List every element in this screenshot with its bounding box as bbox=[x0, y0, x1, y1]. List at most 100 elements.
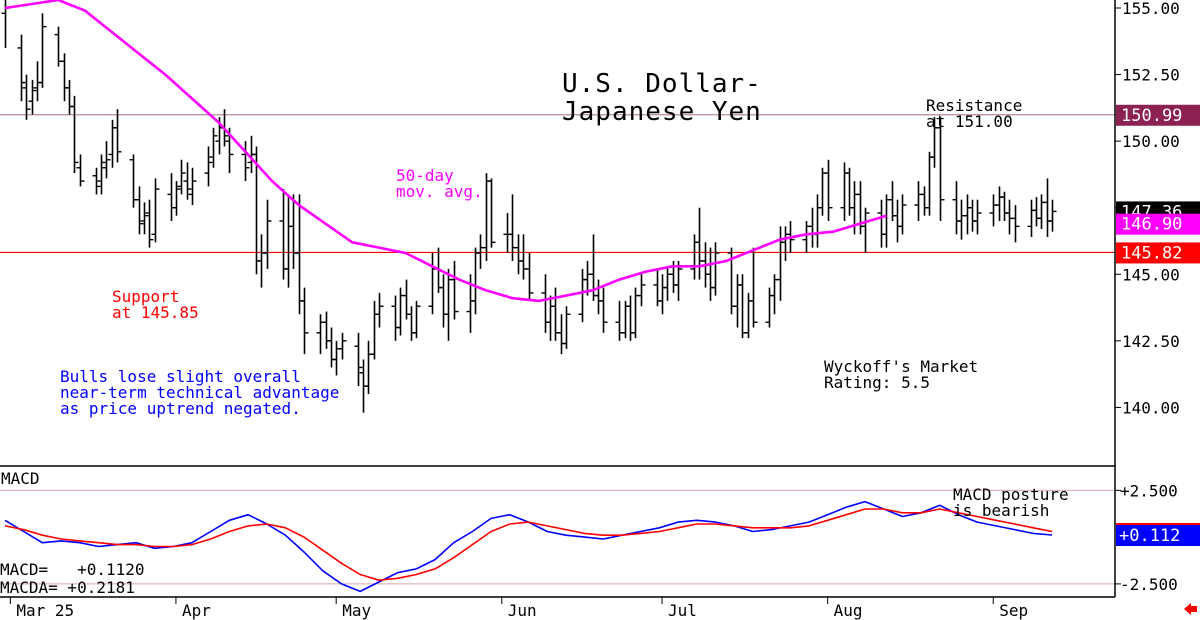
ohlc-bar bbox=[450, 260, 459, 320]
macd-average-line bbox=[4, 508, 1053, 582]
support-resistance-lines bbox=[0, 114, 1115, 254]
ohlc-bar bbox=[776, 226, 785, 301]
market-rating-annotation: Wyckoff's Market Rating: 5.5 bbox=[824, 357, 979, 392]
ohlc-bar bbox=[877, 199, 886, 248]
ohlc-bar bbox=[658, 274, 667, 315]
gridlines bbox=[0, 489, 1115, 585]
ohlc-bar bbox=[209, 127, 218, 168]
ohlc-bar bbox=[487, 178, 496, 248]
ohlc-bar bbox=[108, 119, 117, 168]
price-axis-label: 155.00 bbox=[1122, 0, 1180, 18]
ohlc-bar bbox=[375, 292, 384, 328]
macd-lines bbox=[4, 500, 1053, 593]
ohlc-bar bbox=[733, 274, 742, 328]
ohlc-bar bbox=[562, 306, 571, 349]
ohlc-bar bbox=[546, 295, 555, 341]
ohlc-bar bbox=[151, 178, 160, 243]
price-axis-label: 140.00 bbox=[1122, 398, 1180, 417]
moving-average-line bbox=[4, 0, 887, 303]
ohlc-bar bbox=[920, 186, 929, 216]
ohlc-bar bbox=[637, 274, 646, 307]
x-axis-label: May bbox=[342, 601, 371, 620]
ohlc-bar bbox=[257, 234, 266, 288]
ohlc-bar bbox=[936, 117, 945, 222]
macd-axis-label: +2.500 bbox=[1120, 481, 1178, 500]
ohlc-bar bbox=[17, 34, 26, 102]
macd-posture-annotation: MACD posture is bearish bbox=[953, 485, 1069, 520]
ohlc-bar bbox=[893, 199, 902, 243]
ohlc-bar bbox=[396, 287, 405, 336]
ohlc-bar bbox=[808, 207, 817, 248]
macd-value-tag: +0.112 bbox=[1116, 523, 1200, 547]
ohlc-bar bbox=[102, 141, 111, 179]
ohlc-bar bbox=[508, 194, 517, 261]
ohlc-bar bbox=[28, 79, 37, 115]
ohlc-bar bbox=[749, 247, 758, 328]
ohlc-bar bbox=[188, 167, 197, 206]
ohlc-bar bbox=[541, 274, 550, 333]
macd-value-tag-label: +0.112 bbox=[1119, 526, 1180, 546]
price-tag: 145.82 bbox=[1116, 242, 1200, 264]
ohlc-bar bbox=[338, 332, 347, 360]
ohlc-bar bbox=[674, 260, 683, 301]
x-axis-label: Mar 25 bbox=[16, 601, 74, 620]
scroll-left-arrow-icon bbox=[1184, 603, 1197, 615]
price-axis-label: 152.50 bbox=[1122, 66, 1180, 85]
ohlc-bar bbox=[925, 151, 934, 216]
ohlc-bar bbox=[33, 61, 42, 102]
ohlc-bar bbox=[370, 300, 379, 360]
ohlc-bar bbox=[1037, 194, 1046, 230]
ohlc-bar bbox=[845, 167, 854, 216]
ohlc-bar bbox=[882, 194, 891, 248]
ohlc-bar bbox=[995, 186, 1004, 222]
ohlc-bar bbox=[241, 141, 250, 182]
ohlc-bar bbox=[354, 332, 363, 387]
ohlc-bar bbox=[744, 292, 753, 339]
ohlc-bar bbox=[70, 95, 79, 174]
ohlc-bar bbox=[514, 234, 523, 275]
ohlc-bar bbox=[76, 154, 85, 187]
price-axis-label: 145.00 bbox=[1122, 265, 1180, 284]
ohlc-bar bbox=[1011, 205, 1020, 243]
ohlc-bar bbox=[503, 213, 512, 253]
ohlc-bar bbox=[204, 146, 213, 187]
ohlc-bar bbox=[60, 53, 69, 102]
x-axis-label: Apr bbox=[182, 601, 211, 620]
ohlc-bar bbox=[578, 268, 587, 323]
ohlc-bar bbox=[1043, 178, 1052, 237]
macd-axis-label: -2.500 bbox=[1120, 575, 1178, 594]
commentary-annotation: Bulls lose slight overall near-term tech… bbox=[60, 367, 340, 418]
ohlc-bar bbox=[145, 199, 154, 248]
ohlc-bar bbox=[183, 162, 192, 200]
ohlc-bar bbox=[973, 199, 982, 235]
ohlc-bar bbox=[92, 167, 101, 195]
ohlc-bar bbox=[824, 159, 833, 222]
ohlc-bar bbox=[439, 274, 448, 328]
ohlc-bar bbox=[781, 226, 790, 261]
ohlc-bar bbox=[706, 247, 715, 301]
ohlc-bar bbox=[898, 194, 907, 235]
x-axis-label: Sep bbox=[999, 601, 1028, 620]
moving-average-annotation: 50-day mov. avg. bbox=[396, 166, 483, 201]
ohlc-bar bbox=[765, 287, 774, 328]
price-axis-label: 142.50 bbox=[1122, 332, 1180, 351]
price-tag-label: 150.99 bbox=[1121, 106, 1182, 126]
support-annotation: Support at 145.85 bbox=[112, 287, 199, 322]
chart-title: U.S. Dollar- Japanese Yen bbox=[562, 69, 762, 127]
ohlc-bar bbox=[279, 189, 288, 280]
ohlc-bar bbox=[663, 266, 672, 301]
price-tag-label: 146.90 bbox=[1121, 215, 1182, 235]
resistance-annotation: Resistance at 151.00 bbox=[926, 96, 1023, 131]
ohlc-bar bbox=[557, 314, 566, 355]
ohlc-bar bbox=[38, 13, 47, 88]
ohlc-bar bbox=[1032, 197, 1041, 227]
ohlc-bar bbox=[615, 300, 624, 341]
ohlc-bar bbox=[97, 154, 106, 195]
ohlc-bar bbox=[167, 173, 176, 222]
ohlc-bar bbox=[316, 314, 325, 355]
macda-readout: MACDA= +0.2181 bbox=[0, 578, 135, 597]
ohlc-bar bbox=[471, 247, 480, 315]
ohlc-bar bbox=[263, 199, 272, 269]
